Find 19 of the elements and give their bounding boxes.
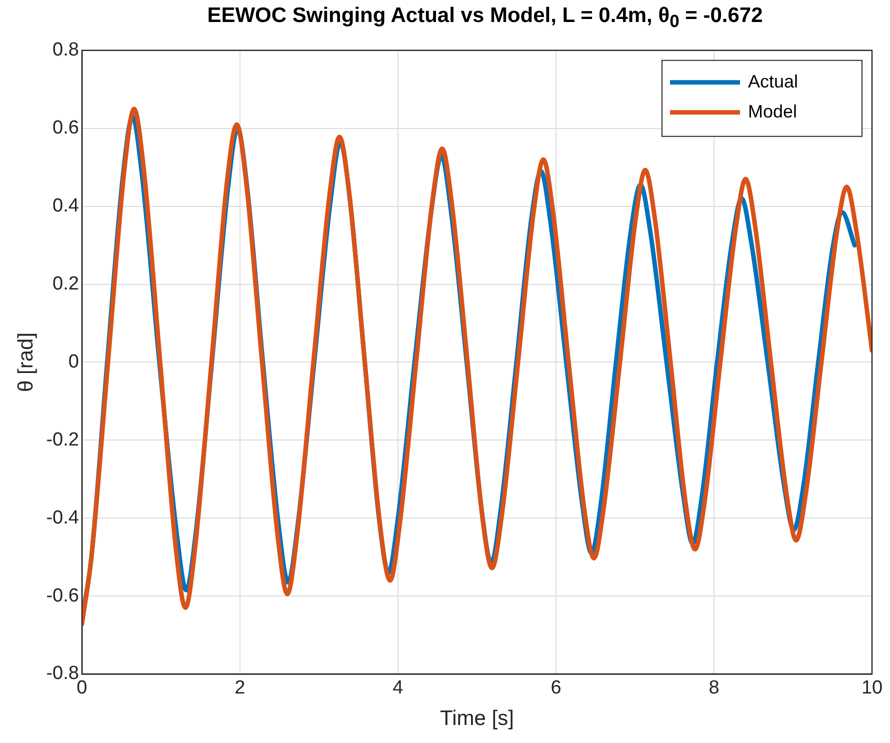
legend-label: Model (748, 101, 798, 122)
y-tick-label: -0.8 (46, 663, 79, 684)
y-tick-label: -0.4 (46, 507, 80, 528)
y-axis-title: θ [rad] (14, 332, 38, 392)
chart-title: EEWOC Swinging Actual vs Model, L = 0.4m, θ$_{0}$ = -0.672 (206, 4, 764, 32)
x-tick-label: 8 (708, 678, 720, 699)
x-tick-label: 2 (234, 678, 246, 699)
x-tick-label: 6 (550, 678, 562, 699)
y-tick-label: 0.2 (52, 273, 79, 294)
x-tick-label: 4 (392, 678, 404, 699)
y-tick-label: 0 (68, 351, 79, 372)
y-tick-label: -0.2 (46, 429, 79, 450)
x-tick-label: 10 (861, 678, 883, 699)
x-axis-title: Time [s] (440, 707, 514, 730)
y-tick-label: 0.8 (52, 40, 79, 61)
legend-label: Actual (748, 71, 798, 92)
y-tick-label: -0.6 (46, 585, 79, 606)
y-tick-label: 0.6 (52, 118, 79, 139)
y-tick-label: 0.4 (52, 196, 80, 217)
